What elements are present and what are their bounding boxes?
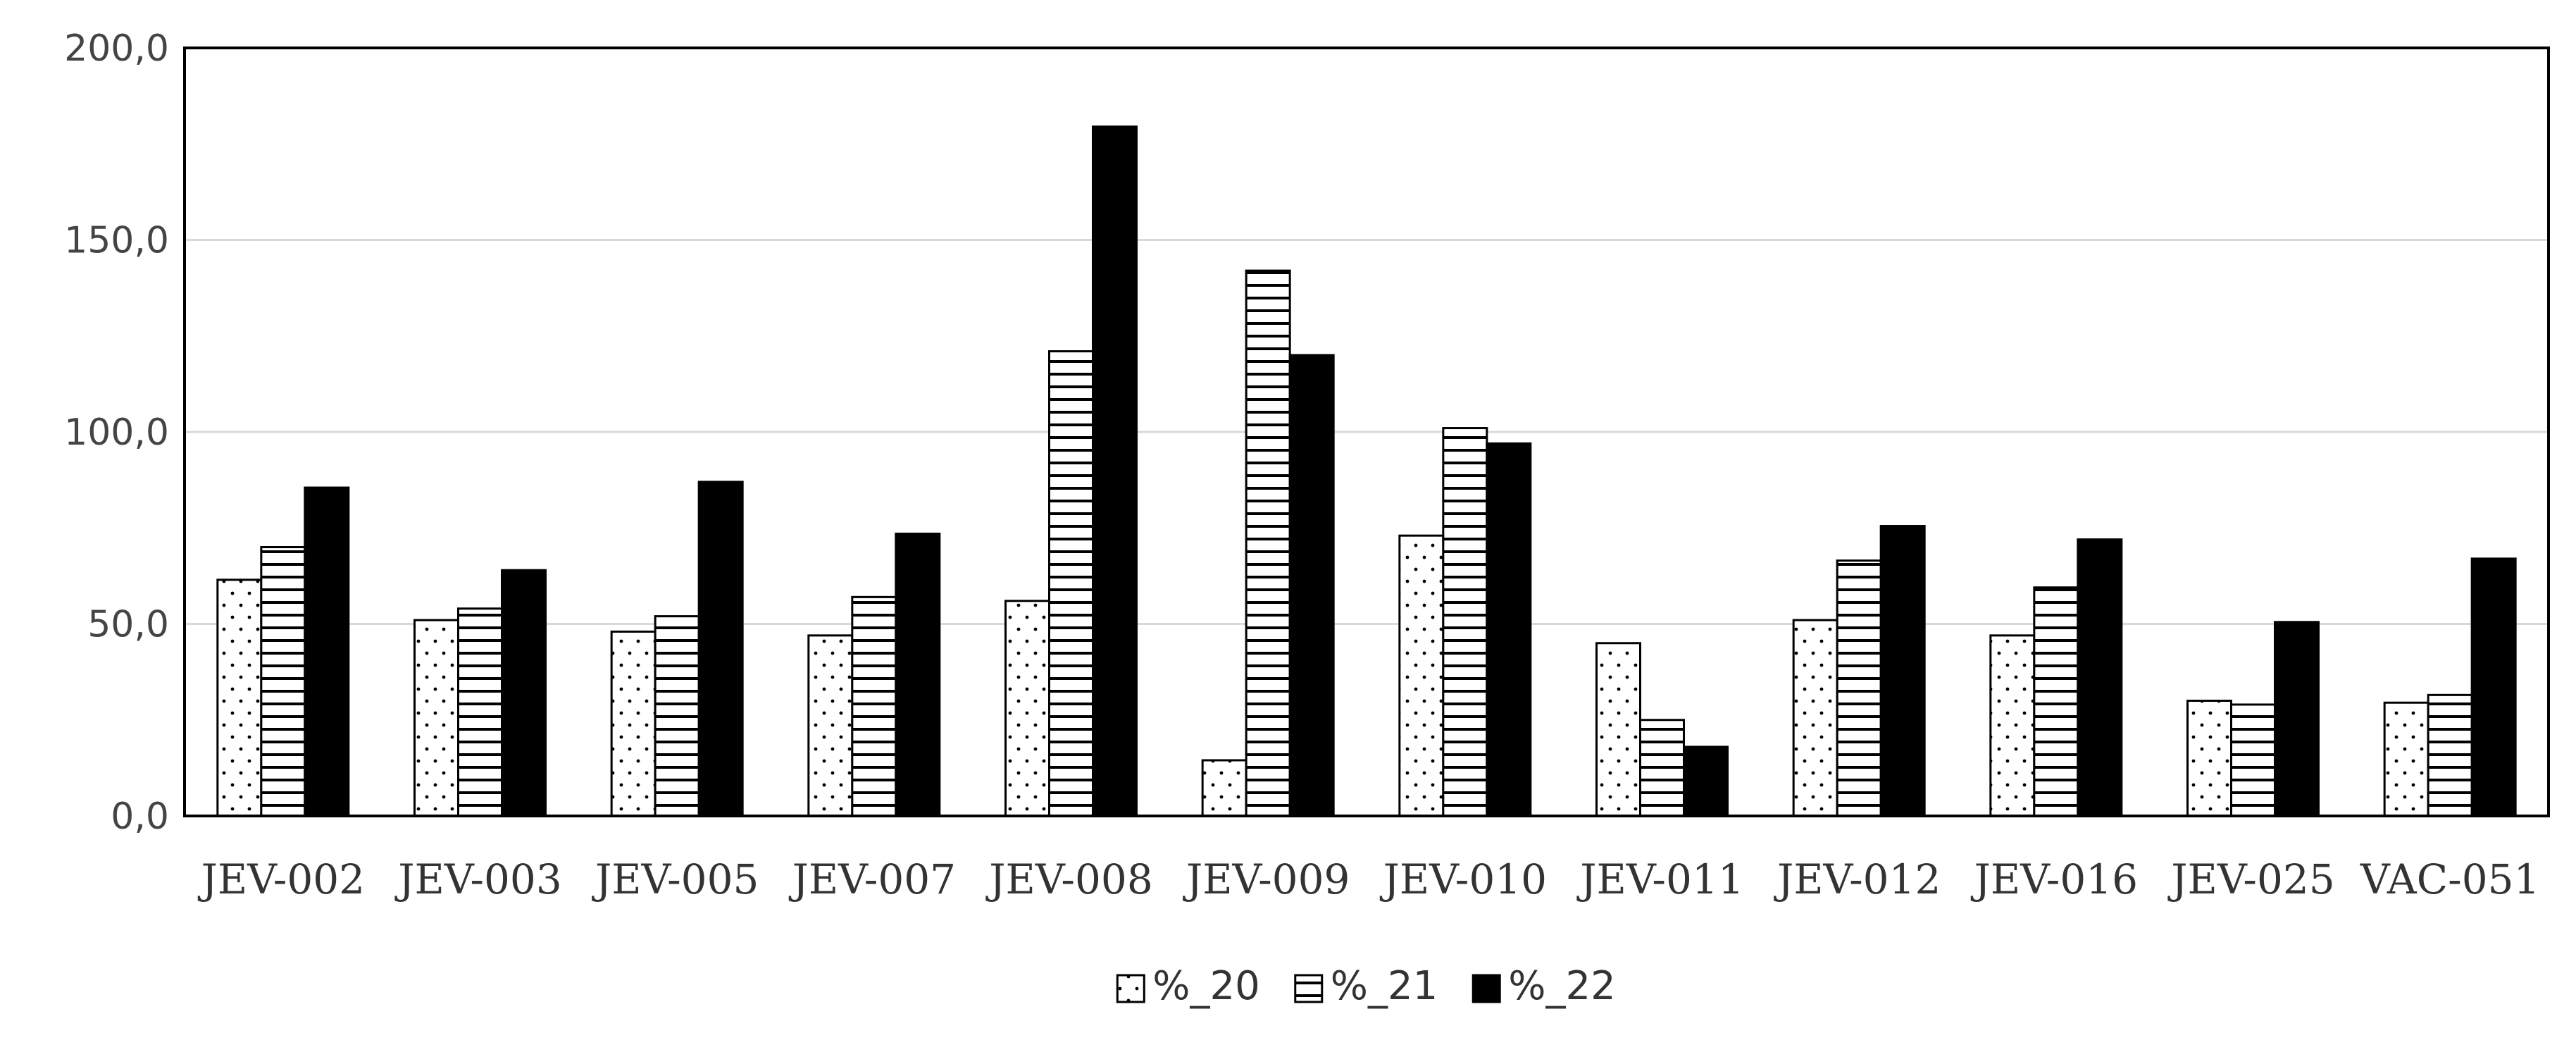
- x-category-label: JEV-003: [394, 855, 561, 903]
- x-category-label: JEV-010: [1380, 855, 1547, 903]
- bar-jev-003-series-3: [501, 569, 547, 817]
- legend-item: %_20: [1116, 963, 1260, 1009]
- y-tick-label: 100,0: [64, 411, 169, 454]
- bar-jev-005-series-1: [610, 630, 657, 817]
- legend-swatch: [1116, 974, 1145, 1003]
- bar-jev-011-series-3: [1683, 745, 1729, 817]
- x-category-label: JEV-011: [1576, 855, 1743, 903]
- legend-item: %_22: [1471, 963, 1616, 1009]
- x-axis-categories: JEV-002 JEV-003 JEV-005 JEV-007 JEV-008 JEV-0…: [198, 855, 2540, 903]
- plot-border: [183, 47, 2550, 817]
- x-category-label: JEV-007: [789, 855, 956, 903]
- bar-jev-007-series-2: [851, 595, 897, 817]
- legend-item: %_21: [1294, 963, 1438, 1009]
- x-category-label: JEV-002: [198, 855, 365, 903]
- legend-label: %_20: [1152, 963, 1259, 1009]
- legend-swatch: [1294, 974, 1324, 1003]
- bar-jev-008-series-1: [1004, 600, 1050, 817]
- bar-jev-010-series-1: [1398, 534, 1445, 817]
- bar-jev-007-series-1: [807, 634, 854, 817]
- x-category-label: JEV-005: [592, 855, 759, 903]
- x-category-label: JEV-009: [1183, 855, 1350, 903]
- x-category-label: JEV-008: [985, 855, 1152, 903]
- bar-jev-016-series-2: [2033, 586, 2079, 817]
- bar-jev-012-series-2: [1836, 559, 1882, 817]
- x-category-label: JEV-025: [2167, 855, 2334, 903]
- bar-jev-008-series-3: [1092, 125, 1138, 817]
- x-category-label: VAC-051: [2360, 855, 2540, 903]
- legend: %_20 %_21 %_22: [1116, 963, 1616, 1009]
- bars: [216, 125, 2517, 817]
- bar-vac-051-series-1: [2383, 701, 2429, 817]
- bar-jev-025-series-2: [2230, 703, 2276, 817]
- bar-jev-010-series-3: [1486, 442, 1532, 817]
- legend-label: %_21: [1331, 963, 1438, 1009]
- bar-jev-011-series-2: [1639, 719, 1685, 817]
- x-category-label: JEV-012: [1774, 855, 1941, 903]
- bar-jev-025-series-1: [2186, 700, 2232, 817]
- bar-jev-010-series-2: [1442, 427, 1488, 817]
- bar-jev-009-series-1: [1201, 759, 1247, 817]
- bar-jev-003-series-2: [457, 607, 503, 817]
- bar-jev-005-series-3: [697, 481, 744, 817]
- plot-frame: [183, 47, 2550, 817]
- bar-jev-009-series-2: [1245, 269, 1291, 817]
- bar-jev-007-series-3: [895, 532, 941, 817]
- legend-swatch: [1471, 974, 1501, 1003]
- bar-vac-051-series-3: [2470, 557, 2517, 817]
- bar-jev-008-series-2: [1048, 350, 1094, 817]
- bar-jev-002-series-3: [304, 486, 350, 817]
- bar-jev-012-series-3: [1879, 525, 1926, 817]
- bar-vac-051-series-2: [2427, 693, 2473, 817]
- y-tick-label: 150,0: [64, 220, 169, 262]
- bar-jev-009-series-3: [1288, 354, 1335, 817]
- bar-jev-012-series-1: [1792, 619, 1838, 817]
- bar-jev-016-series-1: [1989, 634, 2036, 817]
- bar-jev-025-series-3: [2274, 621, 2320, 817]
- bar-jev-002-series-1: [216, 578, 263, 817]
- bar-jev-011-series-1: [1595, 642, 1641, 817]
- gridlines: [185, 47, 2549, 625]
- x-category-label: JEV-016: [1971, 855, 2138, 903]
- y-axis-ticks: 0,0 50,0 100,0 150,0 200,0: [64, 27, 169, 838]
- y-tick-label: 50,0: [87, 604, 169, 646]
- bar-jev-003-series-1: [413, 619, 459, 817]
- legend-label: %_22: [1508, 963, 1615, 1009]
- y-tick-label: 200,0: [64, 27, 169, 70]
- y-tick-label: 0,0: [111, 796, 169, 838]
- bar-jev-005-series-2: [654, 615, 700, 817]
- bar-jev-016-series-3: [2077, 538, 2123, 817]
- bar-jev-002-series-2: [260, 546, 306, 817]
